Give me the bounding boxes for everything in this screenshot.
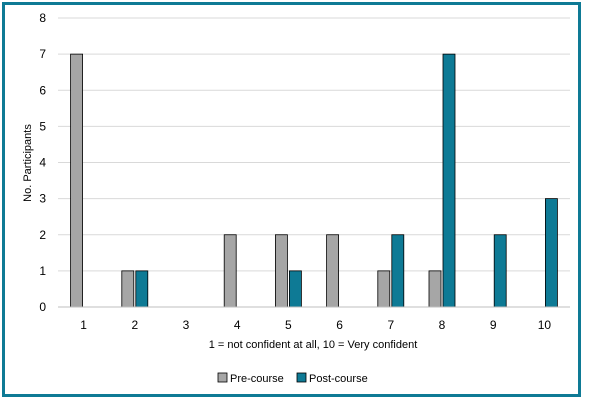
y-tick-label: 0 xyxy=(39,300,46,314)
y-tick-label: 3 xyxy=(39,192,46,206)
x-tick-label: 5 xyxy=(285,318,292,332)
x-tick-label: 8 xyxy=(439,318,446,332)
x-tick-label: 6 xyxy=(336,318,343,332)
y-tick-label: 6 xyxy=(39,83,46,97)
x-tick-label: 4 xyxy=(234,318,241,332)
x-tick-label: 10 xyxy=(538,318,552,332)
x-tick-label: 9 xyxy=(490,318,497,332)
pre-course-bar-2 xyxy=(121,270,135,308)
bars xyxy=(70,53,558,308)
legend-label-0: Pre-course xyxy=(230,373,284,385)
gridlines xyxy=(58,17,570,272)
pre-course-bar-6 xyxy=(326,234,340,308)
x-axis-title: 1 = not confident at all, 10 = Very conf… xyxy=(209,339,418,351)
y-tick-label: 8 xyxy=(39,11,46,25)
chart-frame xyxy=(2,2,581,397)
y-tick-label: 4 xyxy=(39,156,46,170)
y-tick-label: 5 xyxy=(39,119,46,133)
post-course-bar-7 xyxy=(391,234,405,308)
pre-course-bar-5 xyxy=(274,234,288,308)
legend-swatch-0 xyxy=(217,372,228,383)
x-tick-label: 1 xyxy=(80,318,87,332)
pre-course-bar-4 xyxy=(223,234,237,308)
y-tick-label: 1 xyxy=(39,264,46,278)
x-tick-label: 3 xyxy=(183,318,190,332)
legend-label-1: Post-course xyxy=(309,373,368,385)
pre-course-bar-1 xyxy=(70,53,83,308)
pre-course-bar-8 xyxy=(428,270,442,308)
y-tick-label: 7 xyxy=(39,47,46,61)
pre-course-bar-7 xyxy=(377,270,391,308)
x-tick-label: 7 xyxy=(387,318,394,332)
legend-swatch-1 xyxy=(296,372,307,383)
post-course-bar-2 xyxy=(135,270,149,308)
y-tick-label: 2 xyxy=(39,228,46,242)
legend: Pre-course Post-course xyxy=(217,372,368,385)
post-course-bar-10 xyxy=(545,198,558,308)
post-course-bar-5 xyxy=(288,270,302,308)
y-axis-title: No. Participants xyxy=(22,124,34,202)
post-course-bar-9 xyxy=(493,234,507,308)
post-course-bar-8 xyxy=(442,53,456,308)
axes: 0 1 2 3 4 5 6 7 8 1 2 3 4 5 6 7 8 9 10 xyxy=(39,11,570,332)
x-tick-label: 2 xyxy=(131,318,138,332)
